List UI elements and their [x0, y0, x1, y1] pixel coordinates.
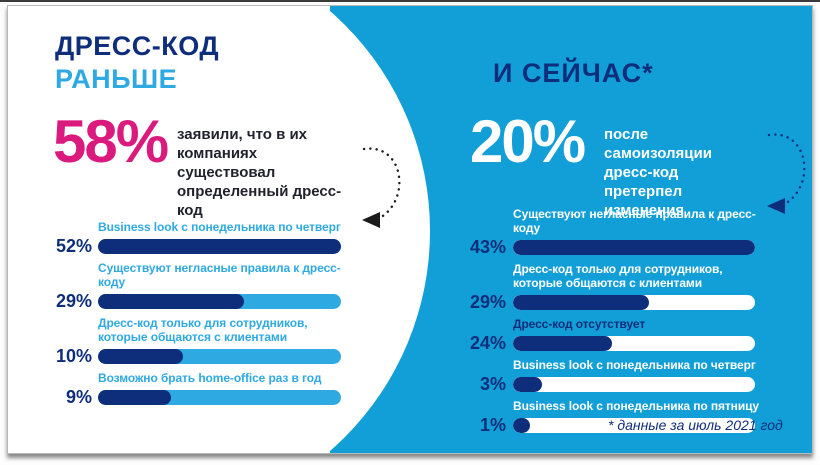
bar-track — [98, 294, 341, 309]
left-stat: 58% заявили, что в их компаниях существо… — [53, 112, 349, 220]
bar-line: 29% — [456, 292, 768, 313]
title-line-before: РАНЬШЕ — [55, 64, 178, 94]
title-line-dresscode: ДРЕСС-КОД — [55, 31, 220, 61]
chart-before: Business look с понедельника по четверг … — [48, 220, 360, 412]
bar-percent: 9% — [65, 387, 92, 407]
right-stat-value: 20% — [470, 108, 586, 175]
bar-line: 29% — [48, 291, 360, 312]
bar-fill — [98, 294, 244, 309]
dotted-arrow-right-icon — [767, 133, 806, 214]
bar-label: Business look с понедельника по четверг — [98, 220, 341, 234]
bar-percent: 29% — [55, 291, 92, 311]
bar-track — [513, 418, 755, 433]
bar-fill — [98, 239, 341, 254]
bar-label: Дресс-код отсутствует — [513, 317, 646, 331]
bar-row: Возможно брать home-office раз в год 9% — [48, 371, 360, 408]
bar-line: 24% — [456, 333, 768, 354]
bar-row: Существуют негласные правила к дресс-код… — [48, 261, 360, 312]
left-title: ДРЕСС-КОД РАНЬШЕ — [55, 30, 219, 96]
bar-fill — [513, 240, 755, 255]
bar-line: 43% — [456, 237, 768, 258]
bar-label: Дресс-код только для сотрудников, которы… — [98, 316, 308, 344]
bar-track — [513, 336, 755, 351]
bar-row: Существуют негласные правила к дресс-код… — [456, 207, 768, 258]
bar-label: Существуют негласные правила к дресс-код… — [98, 261, 341, 289]
bar-row: Business look с понедельника по четверг … — [48, 220, 360, 257]
bar-track — [98, 239, 341, 254]
bar-percent: 43% — [469, 237, 506, 257]
bar-fill — [513, 377, 543, 392]
bar-track — [98, 349, 341, 364]
bar-line: 1% — [456, 415, 768, 436]
left-stat-description: заявили, что в их компаниях существовал … — [177, 126, 342, 219]
bar-fill — [98, 349, 184, 364]
footnote: * данные за июль 2021 год — [608, 417, 783, 433]
right-stat: 20% после самоизоляции дресс-код претерп… — [470, 112, 756, 220]
bar-fill — [513, 295, 649, 310]
bar-percent: 10% — [55, 346, 92, 366]
dotted-arrow-left-icon — [362, 147, 401, 228]
right-stat-description: после самоизоляции дресс-код претерпел и… — [604, 126, 712, 219]
bar-line: 3% — [456, 374, 768, 395]
left-stat-value: 58% — [53, 108, 169, 175]
right-title: И СЕЙЧАС* — [493, 58, 654, 88]
slide-frame: ДРЕСС-КОД РАНЬШЕ 58% заявили, что в их к… — [7, 5, 813, 454]
bar-track — [513, 377, 755, 392]
bar-row: Дресс-код только для сотрудников, которы… — [48, 316, 360, 367]
bar-label: Business look с понедельника по пятницу — [513, 399, 759, 413]
bar-percent: 1% — [479, 415, 506, 435]
bar-row: Business look с понедельника по четверг … — [456, 358, 768, 395]
bar-percent: 52% — [55, 236, 92, 256]
bar-track — [513, 240, 755, 255]
bar-row: Business look с понедельника по пятницу … — [456, 399, 768, 436]
bar-line: 9% — [48, 387, 360, 408]
bar-row: Дресс-код только для сотрудников, которы… — [456, 262, 768, 313]
bar-label: Существуют негласные правила к дресс-код… — [513, 207, 756, 235]
bar-label: Возможно брать home-office раз в год — [98, 371, 322, 385]
window-top-edge — [0, 0, 820, 2]
bar-label: Дресс-код только для сотрудников, которы… — [513, 262, 723, 290]
bar-track — [513, 295, 755, 310]
bar-row: Дресс-код отсутствует 24% — [456, 317, 768, 354]
bar-fill — [513, 336, 613, 351]
bar-fill — [513, 418, 530, 433]
bar-percent: 24% — [469, 333, 506, 353]
bar-percent: 29% — [469, 292, 506, 312]
bar-fill — [98, 390, 171, 405]
divider-curve — [8, 6, 430, 453]
chart-now: Существуют негласные правила к дресс-код… — [456, 207, 768, 440]
bar-line: 52% — [48, 236, 360, 257]
bar-label: Business look с понедельника по четверг — [513, 358, 756, 372]
bar-track — [98, 390, 341, 405]
bar-line: 10% — [48, 346, 360, 367]
bar-percent: 3% — [479, 374, 506, 394]
